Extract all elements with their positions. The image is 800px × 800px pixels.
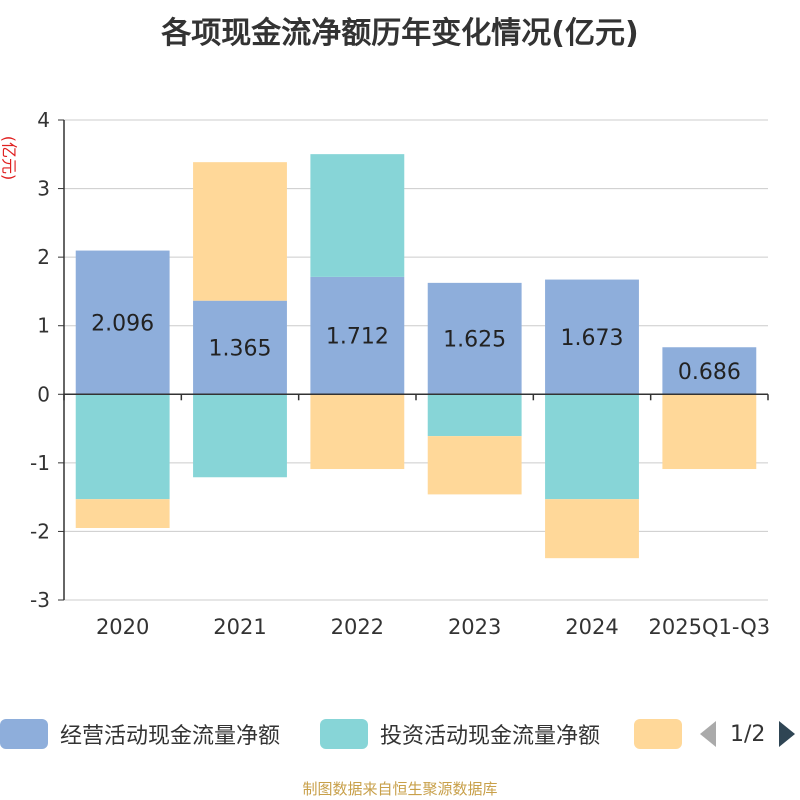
bar-2021-series-1 <box>193 394 287 478</box>
bar-2025Q1-Q3-series-0 <box>662 347 757 395</box>
x-tick-label: 2022 <box>331 615 384 639</box>
y-tick-label: 1 <box>37 314 50 338</box>
legend-label-investing: 投资活动现金流量净额 <box>380 724 601 749</box>
data-source-note: 制图数据来自恒生聚源数据库 <box>302 780 498 798</box>
bar-2020-series-1 <box>75 394 170 500</box>
legend-item-operating[interactable]: 经营活动现金流量净额 <box>0 716 280 752</box>
y-tick-label: 0 <box>37 382 50 406</box>
bar-2020-series-0 <box>75 250 170 395</box>
bar-2022-series-1 <box>310 154 405 277</box>
bar-2022-series-2 <box>310 394 405 470</box>
data-label: 0.686 <box>678 360 741 385</box>
legend-item-third[interactable] <box>634 716 694 752</box>
legend-swatch-operating <box>0 719 48 749</box>
legend-item-investing[interactable]: 投资活动现金流量净额 <box>320 716 600 752</box>
y-tick-label: -2 <box>30 519 50 543</box>
legend-swatch-third <box>634 719 682 749</box>
chart-title: 各项现金流净额历年变化情况(亿元) <box>161 16 639 51</box>
bar-2024-series-0 <box>545 279 639 395</box>
data-label: 1.625 <box>443 328 506 353</box>
x-tick-label: 2020 <box>96 615 149 639</box>
data-label: 1.712 <box>326 325 389 350</box>
y-tick-label: -1 <box>30 451 50 475</box>
data-label: 1.673 <box>561 326 624 351</box>
bar-chart: -3 -2 -1 0 1 2 3 4 2.096 2020 1.365 2021 1.712 2022 1.… <box>30 108 771 639</box>
bar-2021-series-2 <box>193 162 287 301</box>
bar-2023-series-0 <box>427 282 522 395</box>
x-tick-label: 2024 <box>565 615 618 639</box>
legend-prev-icon[interactable] <box>700 721 716 747</box>
x-tick-label: 2023 <box>448 615 501 639</box>
legend-page-indicator: 1/2 <box>730 721 766 747</box>
legend-pager: 1/2 <box>700 716 796 752</box>
x-tick-label: 2021 <box>213 615 266 639</box>
bar-2021-series-0 <box>193 300 287 395</box>
bar-2025Q1-Q3-series-2 <box>662 394 757 470</box>
y-tick-label: 3 <box>37 177 50 201</box>
bar-2023-series-2 <box>427 436 522 495</box>
data-label: 2.096 <box>91 311 154 336</box>
x-tick-label: 2025Q1-Q3 <box>649 615 771 639</box>
bar-2022-series-0 <box>310 276 405 395</box>
legend: 经营活动现金流量净额 投资活动现金流量净额 <box>0 716 800 756</box>
legend-next-icon[interactable] <box>779 721 796 747</box>
y-tick-label: 4 <box>37 108 50 132</box>
data-label: 1.365 <box>209 336 272 361</box>
bar-2024-series-1 <box>545 394 639 500</box>
y-tick-label: -3 <box>30 588 50 612</box>
legend-swatch-investing <box>320 719 368 749</box>
bar-2023-series-1 <box>427 394 522 437</box>
bar-2020-series-2 <box>75 499 170 528</box>
bar-2024-series-2 <box>545 499 639 559</box>
legend-label-operating: 经营活动现金流量净额 <box>60 724 281 749</box>
y-tick-label: 2 <box>37 245 50 269</box>
